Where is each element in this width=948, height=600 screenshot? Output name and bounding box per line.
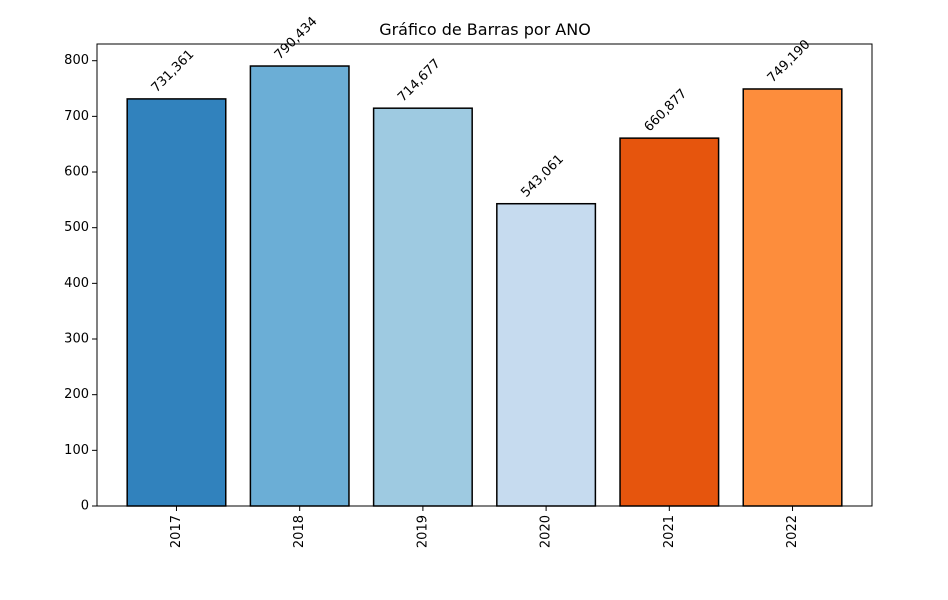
x-tick-label: 2021 bbox=[662, 515, 677, 548]
y-tick-label: 400 bbox=[64, 276, 89, 291]
data-label: 731,361 bbox=[149, 47, 198, 96]
y-tick-label: 600 bbox=[64, 165, 89, 180]
bar-2018 bbox=[249, 65, 350, 507]
data-label: 660,877 bbox=[642, 86, 691, 135]
plot-frame bbox=[96, 43, 873, 507]
x-tick-label: 2019 bbox=[415, 515, 430, 548]
x-tick-label: 2018 bbox=[292, 515, 307, 548]
bar-2020 bbox=[496, 202, 597, 507]
x-tick-label: 2022 bbox=[785, 515, 800, 548]
x-tick-label: 2017 bbox=[169, 515, 184, 548]
data-label: 543,061 bbox=[518, 152, 567, 201]
data-label: 790,434 bbox=[272, 14, 321, 63]
y-tick-label: 800 bbox=[64, 53, 89, 68]
x-axis: 2017 2018 2019 2020 2021 2022 bbox=[169, 506, 800, 548]
x-tick-label: 2020 bbox=[539, 515, 554, 548]
y-tick-label: 100 bbox=[64, 443, 89, 458]
y-axis: 0 100 200 300 400 500 600 700 800 bbox=[64, 53, 97, 514]
y-tick-label: 700 bbox=[64, 109, 89, 124]
y-tick-label: 0 bbox=[81, 499, 89, 514]
bar-2021 bbox=[619, 137, 720, 507]
data-label: 714,677 bbox=[395, 56, 444, 105]
bar-2022 bbox=[742, 88, 843, 507]
chart-title: Gráfico de Barras por ANO bbox=[379, 20, 591, 39]
y-tick-label: 200 bbox=[64, 387, 89, 402]
bars-group bbox=[126, 65, 843, 507]
bar-2017 bbox=[126, 98, 227, 507]
y-tick-label: 300 bbox=[64, 332, 89, 347]
bar-2019 bbox=[372, 107, 473, 507]
y-tick-label: 500 bbox=[64, 220, 89, 235]
